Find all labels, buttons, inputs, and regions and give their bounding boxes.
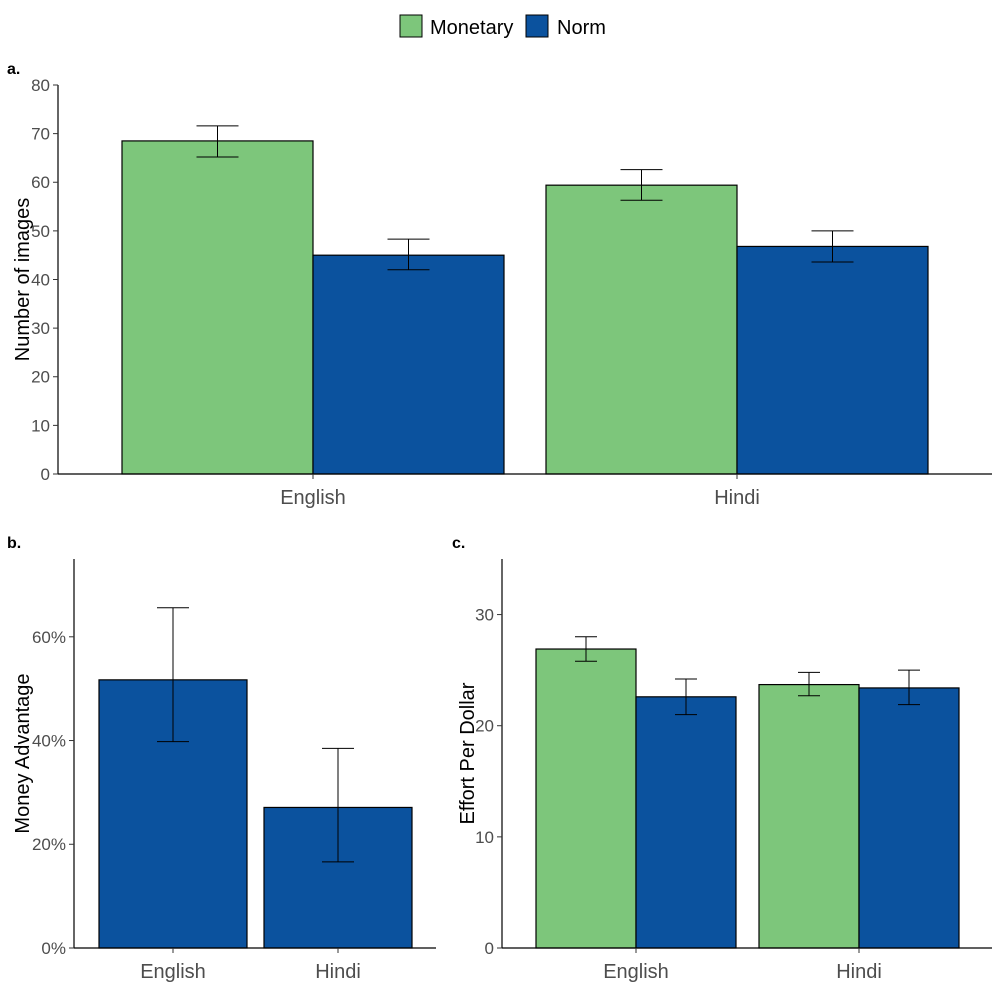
error-bar-norm-english [387, 238, 430, 271]
error-bar-monetary-hindi [620, 169, 663, 201]
y-axis-title: Money Advantage [12, 673, 34, 833]
y-tick-label: 60 [31, 173, 50, 192]
y-tick-label: 0 [485, 939, 494, 958]
x-tick-label: Hindi [315, 961, 361, 983]
bar-norm-english [312, 254, 505, 475]
y-tick-label: 0% [41, 939, 66, 958]
y-tick-label: 30 [475, 606, 494, 625]
x-tick-label: English [280, 487, 346, 509]
error-bar-norm-hindi [322, 747, 354, 863]
error-bar-norm-hindi [811, 230, 854, 263]
panel-b: b. Money Advantage 0% 20% 40% 60% English Hindi [7, 535, 436, 983]
panel-c: c. Effort Per Dollar 0 10 20 30 English Hindi [452, 535, 992, 983]
error-bar-monetary-hindi [798, 671, 820, 697]
error-bar-norm-hindi [898, 669, 920, 706]
y-tick-label: 60% [32, 628, 66, 647]
y-tick-label: 50 [31, 222, 50, 241]
y-axis-title: Number of images [12, 198, 34, 361]
error-bar-norm-english [675, 678, 697, 716]
panel-tag: a. [7, 61, 20, 78]
legend: Monetary Norm [399, 14, 606, 39]
bar-monetary-hindi [758, 683, 860, 949]
x-tick-label: Hindi [714, 487, 760, 509]
panel-tag: b. [7, 535, 21, 552]
y-tick-label: 10 [31, 416, 50, 435]
error-bar-monetary-english [196, 125, 239, 158]
error-bar-monetary-english [575, 636, 597, 662]
error-bar-norm-english [157, 607, 189, 743]
y-tick-label: 10 [475, 828, 494, 847]
y-tick-label: 20 [31, 368, 50, 387]
y-tick-label: 20% [32, 835, 66, 854]
y-tick-label: 20 [475, 717, 494, 736]
panel-tag: c. [452, 535, 465, 552]
y-axis-title: Effort Per Dollar [457, 682, 479, 824]
bar-norm-hindi [736, 245, 929, 475]
bar-norm-english [635, 696, 737, 949]
legend-label-monetary: Monetary [430, 17, 513, 39]
y-tick-label: 70 [31, 125, 50, 144]
y-tick-label: 40 [31, 270, 50, 289]
legend-swatch-norm [525, 14, 549, 38]
legend-label-norm: Norm [557, 17, 606, 39]
x-tick-label: English [140, 961, 206, 983]
panel-a: a. Number of images 0 10 20 30 40 50 60 70 80 Engli… [7, 61, 992, 509]
y-tick-label: 40% [32, 731, 66, 750]
bar-monetary-english [535, 648, 637, 949]
y-tick-label: 30 [31, 319, 50, 338]
bar-monetary-english [121, 140, 314, 475]
bar-norm-hindi [858, 687, 960, 949]
y-tick-label: 0 [41, 465, 50, 484]
x-tick-label: Hindi [836, 961, 882, 983]
x-tick-label: English [603, 961, 669, 983]
legend-swatch-monetary [399, 14, 423, 38]
y-tick-label: 80 [31, 76, 50, 95]
bar-monetary-hindi [545, 184, 738, 475]
